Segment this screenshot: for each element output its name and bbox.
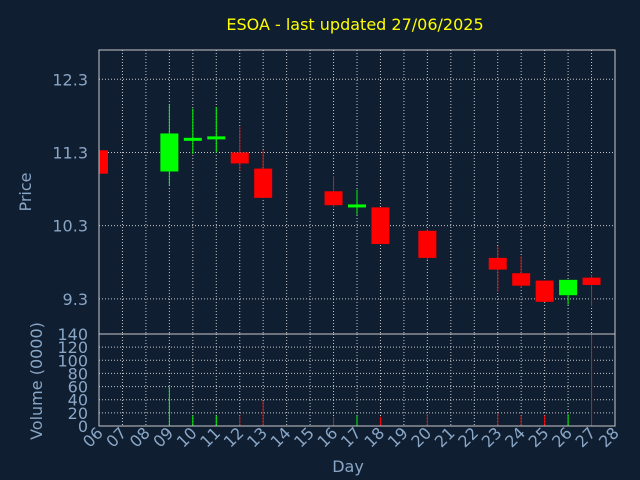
- volume-tick-label: 60: [68, 378, 88, 397]
- volume-bars: [168, 334, 593, 426]
- candle-body: [535, 280, 554, 302]
- price-axis-ticks: 9.3 10.3 11.3 12.3: [52, 70, 88, 309]
- volume-grid: [98, 333, 616, 427]
- candle-body: [582, 277, 601, 285]
- volume-tick-label: 120: [57, 338, 88, 357]
- day-axis-label: Day: [332, 457, 364, 476]
- volume-axis-label: Volume (0000): [27, 322, 46, 440]
- candle-body: [348, 204, 366, 208]
- volume-panel-frame: [98, 333, 616, 427]
- volume-tick-label: 80: [68, 364, 88, 383]
- day-axis-ticks: 0607080910111213141516171819202122232425…: [79, 423, 623, 451]
- volume-tick-label: 0: [78, 417, 88, 436]
- volume-tick-label: 20: [68, 404, 88, 423]
- candle-body: [559, 279, 578, 296]
- candle-body: [160, 133, 179, 172]
- chart-title: ESOA - last updated 27/06/2025: [226, 15, 483, 34]
- candle-body: [254, 168, 273, 198]
- candle-body: [418, 230, 437, 258]
- day-tick-label: 28: [595, 423, 623, 451]
- price-tick-label: 11.3: [52, 143, 88, 162]
- volume-tick-label: 100: [57, 351, 88, 370]
- candle-body: [99, 150, 108, 174]
- price-tick-label: 9.3: [63, 290, 88, 309]
- candle-body: [324, 191, 343, 206]
- candle-body: [183, 137, 202, 141]
- price-tick-label: 10.3: [52, 217, 88, 236]
- volume-tick-label: 140: [57, 325, 88, 344]
- price-grid: [98, 50, 616, 334]
- volume-tick-label: 40: [68, 391, 88, 410]
- price-tick-label: 12.3: [52, 70, 88, 89]
- candle-body: [371, 207, 390, 244]
- candle-body: [207, 136, 226, 140]
- candles: [99, 104, 601, 307]
- candle-body: [512, 273, 531, 286]
- candle-body: [230, 152, 249, 164]
- candle-body: [488, 257, 507, 270]
- price-axis-label: Price: [16, 172, 35, 211]
